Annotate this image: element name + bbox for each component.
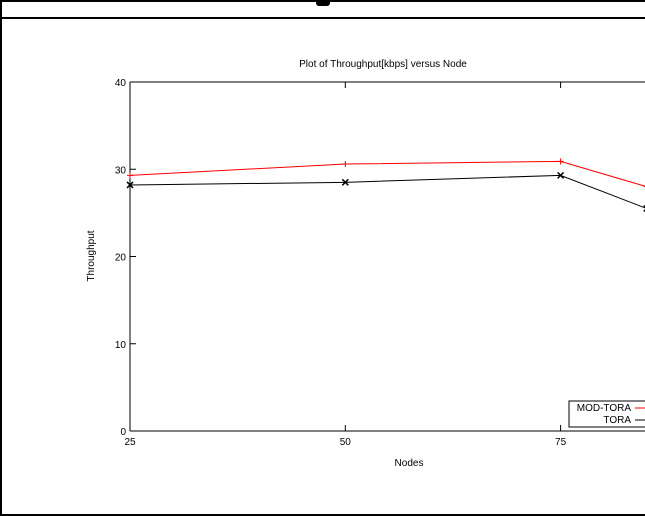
data-point-tora	[341, 178, 349, 186]
y-tick-label: 0	[120, 427, 126, 438]
series-layer	[126, 158, 645, 213]
x-ticks: 25 50 75	[124, 82, 567, 448]
x-tick-label: 25	[124, 437, 136, 448]
legend-label-tora: TORA	[603, 415, 631, 426]
legend-label-mod-tora: MOD-TORA	[577, 403, 632, 414]
data-point-tora	[126, 181, 134, 189]
legend: MOD-TORA TORA	[568, 400, 645, 428]
data-point-mod-tora	[342, 161, 349, 168]
chart-title: Plot of Throughput[kbps] versus Node	[299, 59, 467, 70]
series-line-tora	[129, 174, 645, 209]
axes	[129, 81, 645, 432]
y-tick-label: 40	[115, 78, 127, 89]
clipped-caption-fragment	[316, 0, 330, 6]
y-axis-title: Throughput	[86, 230, 97, 281]
y-tick-label: 20	[115, 253, 127, 264]
series-line-mod-tora	[129, 160, 645, 187]
y-ticks: 0 10 20 30 40	[115, 78, 136, 438]
y-tick-label: 10	[115, 340, 127, 351]
data-point-tora	[557, 171, 565, 179]
data-point-mod-tora	[557, 158, 564, 165]
y-tick-label: 30	[115, 165, 127, 176]
data-point-mod-tora	[127, 172, 133, 179]
legend-box	[568, 400, 645, 428]
x-axis-title: Nodes	[395, 458, 424, 469]
caption-divider	[0, 17, 645, 19]
x-tick-label: 75	[555, 437, 567, 448]
x-tick-label: 50	[340, 437, 352, 448]
